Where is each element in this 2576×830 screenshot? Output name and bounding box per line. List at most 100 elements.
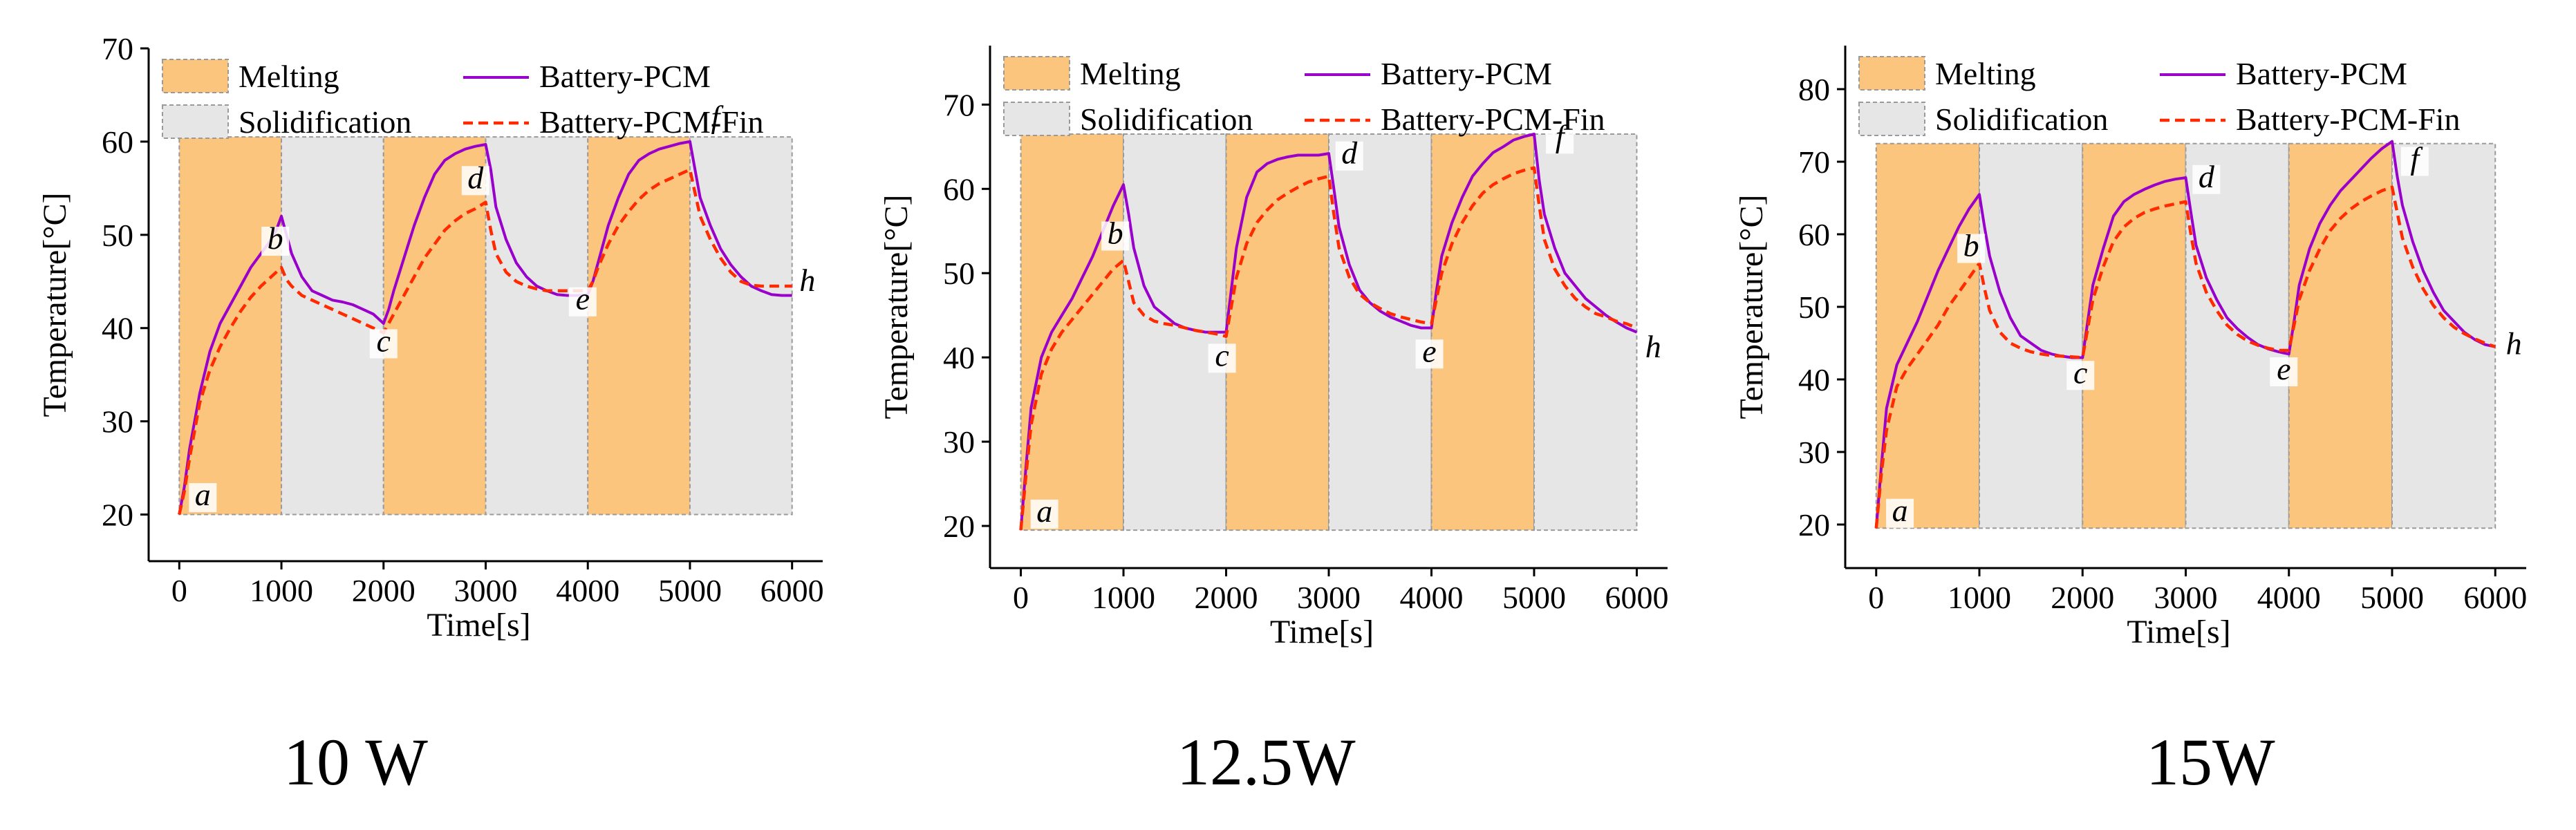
melting-region-0 (1876, 144, 1979, 529)
x-tick-label: 6000 (1605, 580, 1668, 615)
y-tick-label: 60 (1798, 217, 1830, 252)
x-tick-label: 0 (171, 573, 187, 608)
legend-battery-pcm-fin-label: Battery-PCM-Fin (2236, 102, 2461, 137)
solidification-region-5 (1534, 134, 1636, 530)
melting-region-0 (179, 137, 281, 514)
annotation-d: d (467, 160, 484, 195)
x-tick-label: 5000 (2360, 580, 2424, 615)
y-axis-label: Temperature[°C] (878, 194, 915, 419)
x-tick-label: 6000 (760, 573, 824, 608)
solidification-region-3 (1329, 134, 1431, 530)
y-axis-label: Temperature[°C] (1733, 194, 1770, 419)
y-tick-label: 30 (102, 404, 133, 440)
legend-melting-swatch (1859, 57, 1925, 90)
annotation-b: b (268, 220, 283, 256)
x-tick-label: 4000 (1399, 580, 1463, 615)
y-tick-label: 60 (102, 124, 133, 160)
y-tick-label: 40 (1798, 362, 1830, 397)
solidification-region-3 (486, 137, 588, 514)
x-axis-label: Time[s] (1270, 614, 1374, 650)
legend-solidification-label: Solidification (1080, 102, 1253, 137)
y-tick-label: 20 (1798, 507, 1830, 543)
melting-region-2 (1226, 134, 1329, 530)
melting-region-2 (2082, 144, 2185, 529)
annotation-h: h (799, 263, 815, 298)
x-tick-label: 2000 (2051, 580, 2114, 615)
annotation-b: b (1108, 216, 1123, 251)
annotation-c: c (377, 323, 391, 358)
x-tick-label: 0 (1013, 580, 1029, 615)
solidification-region-5 (690, 137, 792, 514)
y-tick-label: 50 (943, 256, 975, 291)
y-axis-label: Temperature[°C] (37, 192, 73, 417)
x-tick-label: 4000 (556, 573, 619, 608)
x-tick-label: 3000 (454, 573, 518, 608)
melting-region-4 (2289, 144, 2392, 529)
x-tick-label: 5000 (1502, 580, 1566, 615)
annotation-d: d (1341, 135, 1358, 171)
legend-battery-pcm-label: Battery-PCM (539, 59, 711, 94)
legend-melting-swatch (1004, 57, 1070, 90)
x-tick-label: 3000 (2154, 580, 2218, 615)
x-axis-label: Time[s] (427, 607, 530, 643)
solidification-region-5 (2392, 144, 2495, 529)
caption-12-5w: 12.5W (1177, 729, 1453, 795)
legend-battery-pcm-fin-label: Battery-PCM-Fin (539, 104, 764, 140)
legend-battery-pcm-fin-label: Battery-PCM-Fin (1381, 102, 1605, 137)
y-tick-label: 70 (943, 87, 975, 122)
legend-solidification-label: Solidification (239, 104, 411, 140)
figure: a b c d e f h 0 1000 2000 3000 4000 5000 6000 20 30 40 50… (0, 0, 2576, 830)
legend-solidification-label: Solidification (1935, 102, 2108, 137)
legend-battery-pcm-label: Battery-PCM (1381, 56, 1552, 91)
melting-region-4 (588, 137, 690, 514)
annotation-a: a (1892, 493, 1908, 528)
y-tick-label: 70 (1798, 144, 1830, 180)
annotation-e: e (576, 281, 590, 317)
y-tick-label: 60 (943, 171, 975, 207)
x-tick-label: 1000 (250, 573, 313, 608)
x-tick-label: 3000 (1297, 580, 1361, 615)
y-tick-label: 30 (1798, 435, 1830, 470)
x-tick-label: 2000 (352, 573, 416, 608)
annotation-d: d (2199, 159, 2215, 194)
chart-panel-10w: a b c d e f h 0 1000 2000 3000 4000 5000 6000 20 30 40 50… (0, 21, 859, 815)
legend-solidification-swatch (1004, 102, 1070, 135)
x-tick-label: 5000 (658, 573, 722, 608)
caption-10w: 10 W (283, 729, 560, 795)
annotation-a: a (1036, 493, 1052, 529)
legend-solidification-swatch (1859, 102, 1925, 135)
chart-panel-12-5w: a b c d e f h 0 1000 2000 3000 4000 5000 6000 20 30 40 50… (859, 21, 1717, 815)
annotation-a: a (195, 477, 211, 512)
y-tick-label: 50 (1798, 290, 1830, 325)
caption-15w: 15W (2146, 729, 2423, 795)
x-tick-label: 0 (1868, 580, 1884, 615)
y-tick-label: 80 (1798, 72, 1830, 107)
y-tick-label: 70 (102, 31, 133, 66)
legend-melting-label: Melting (239, 59, 339, 94)
y-tick-label: 40 (943, 340, 975, 375)
legend-solidification-swatch (162, 105, 228, 138)
annotation-e: e (2277, 351, 2290, 386)
chart-panel-15w: a b c d e f h 0 1000 2000 3000 4000 5000 6000 20 30 40 50… (1717, 21, 2576, 815)
y-tick-label: 20 (943, 509, 975, 544)
annotation-h: h (2506, 326, 2522, 361)
region-group (1021, 134, 1637, 530)
x-tick-label: 1000 (1948, 580, 2011, 615)
x-tick-label: 4000 (2257, 580, 2321, 615)
x-axis-label: Time[s] (2127, 614, 2230, 650)
annotation-h: h (1645, 329, 1661, 364)
y-tick-label: 50 (102, 218, 133, 253)
melting-region-0 (1021, 134, 1123, 530)
legend-melting-label: Melting (1935, 56, 2036, 91)
x-tick-label: 1000 (1092, 580, 1155, 615)
y-tick-label: 40 (102, 311, 133, 346)
solidification-region-1 (1979, 144, 2082, 529)
x-tick-label: 2000 (1195, 580, 1258, 615)
legend-melting-swatch (162, 59, 228, 93)
annotation-c: c (2073, 355, 2087, 390)
y-tick-label: 30 (943, 424, 975, 460)
annotation-c: c (1215, 337, 1229, 372)
